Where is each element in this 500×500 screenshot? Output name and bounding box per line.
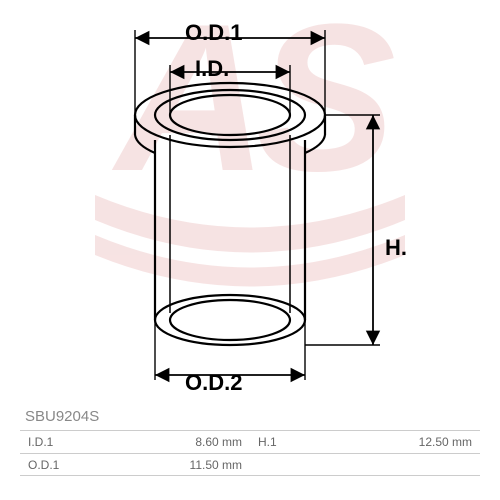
spec-value: 12.50 mm <box>320 435 480 449</box>
spec-value: 11.50 mm <box>90 458 250 472</box>
spec-label: I.D.1 <box>20 435 90 449</box>
table-row: I.D.1 8.60 mm H.1 12.50 mm <box>20 430 480 453</box>
spec-label: H.1 <box>250 435 320 449</box>
part-number: SBU9204S <box>25 408 99 425</box>
spec-value: 8.60 mm <box>90 435 250 449</box>
table-row: O.D.1 11.50 mm <box>20 453 480 476</box>
spec-table: I.D.1 8.60 mm H.1 12.50 mm O.D.1 11.50 m… <box>20 430 480 476</box>
label-od1: O.D.1 <box>185 20 242 46</box>
spec-label: O.D.1 <box>20 458 90 472</box>
label-h: H. <box>385 235 407 261</box>
label-id: I.D. <box>195 56 229 82</box>
label-od2: O.D.2 <box>185 370 242 396</box>
bushing-diagram <box>80 20 420 400</box>
